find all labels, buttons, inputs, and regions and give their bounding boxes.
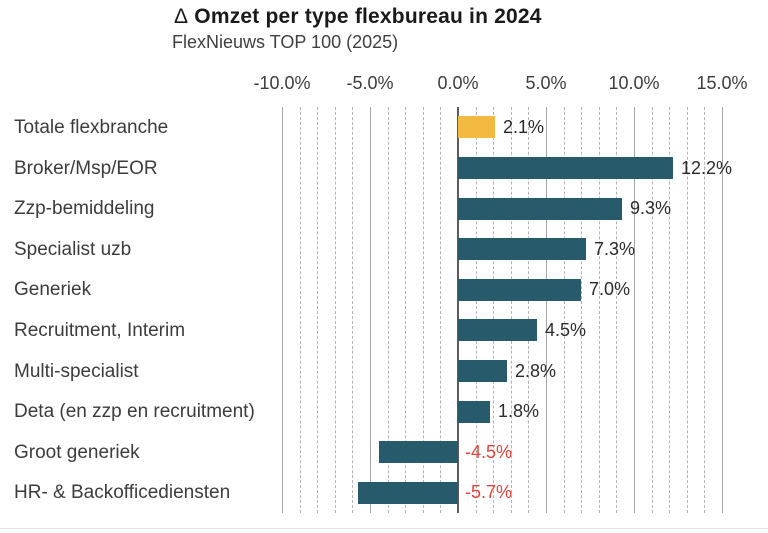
bar	[458, 279, 581, 301]
bar	[458, 319, 537, 341]
delta-symbol: Δ	[174, 5, 189, 28]
gridline	[352, 107, 353, 513]
bar	[358, 482, 458, 504]
gridline	[493, 107, 494, 513]
gridline	[317, 107, 318, 513]
gridline	[669, 107, 670, 513]
value-label: 2.1%	[503, 117, 545, 137]
gridline	[282, 107, 283, 513]
bottom-divider	[0, 528, 768, 529]
gridline	[370, 107, 371, 513]
axis-tick-label: -5.0%	[346, 73, 394, 93]
bar	[458, 198, 622, 220]
value-label: 12.2%	[681, 158, 733, 178]
axis-tick-label: 10.0%	[608, 73, 660, 93]
gridline	[300, 107, 301, 513]
value-label: 2.8%	[515, 361, 557, 381]
gridline	[564, 107, 565, 513]
gridline	[476, 107, 477, 513]
value-label: 1.8%	[498, 401, 540, 421]
gridline	[405, 107, 406, 513]
gridline	[599, 107, 600, 513]
category-label: Recruitment, Interim	[14, 319, 186, 341]
category-label: Specialist uzb	[14, 238, 132, 260]
chart-title: Δ Omzet per type flexbureau in 2024	[174, 5, 542, 29]
category-label: Broker/Msp/EOR	[14, 157, 158, 179]
value-label: -4.5%	[465, 442, 513, 462]
value-label: 7.0%	[589, 279, 631, 299]
gridline	[528, 107, 529, 513]
gridline	[652, 107, 653, 513]
gridline	[388, 107, 389, 513]
gridline	[440, 107, 441, 513]
category-label: HR- & Backofficediensten	[14, 481, 231, 503]
gridline	[581, 107, 582, 513]
gridline	[511, 107, 512, 513]
bar	[458, 157, 673, 179]
category-label: Generiek	[14, 278, 92, 300]
gridline	[423, 107, 424, 513]
axis-tick-label: 15.0%	[696, 73, 748, 93]
gridline	[722, 107, 723, 513]
value-label: 9.3%	[630, 198, 672, 218]
gridline	[335, 107, 336, 513]
category-label: Multi-specialist	[14, 360, 139, 382]
axis-tick-label: 0.0%	[437, 73, 479, 93]
chart-subtitle: FlexNieuws TOP 100 (2025)	[172, 32, 399, 52]
gridline	[687, 107, 688, 513]
category-label: Totale flexbranche	[14, 116, 169, 138]
gridline	[704, 107, 705, 513]
value-label: 4.5%	[545, 320, 587, 340]
value-label: -5.7%	[465, 482, 513, 502]
gridline	[616, 107, 617, 513]
category-label: Groot generiek	[14, 441, 140, 463]
axis-tick-label: 5.0%	[525, 73, 567, 93]
gridline	[546, 107, 547, 513]
value-label: 7.3%	[594, 239, 636, 259]
bar	[458, 360, 507, 382]
bar	[379, 441, 458, 463]
bar	[458, 401, 490, 423]
zero-axis-line	[457, 107, 459, 513]
bar	[458, 238, 586, 260]
category-label: Deta (en zzp en recruitment)	[14, 400, 255, 422]
chart-title-text: Omzet per type flexbureau in 2024	[194, 5, 542, 28]
bar	[458, 116, 495, 138]
axis-tick-label: -10.0%	[253, 73, 311, 93]
gridline	[634, 107, 635, 513]
category-label: Zzp-bemiddeling	[14, 197, 155, 219]
